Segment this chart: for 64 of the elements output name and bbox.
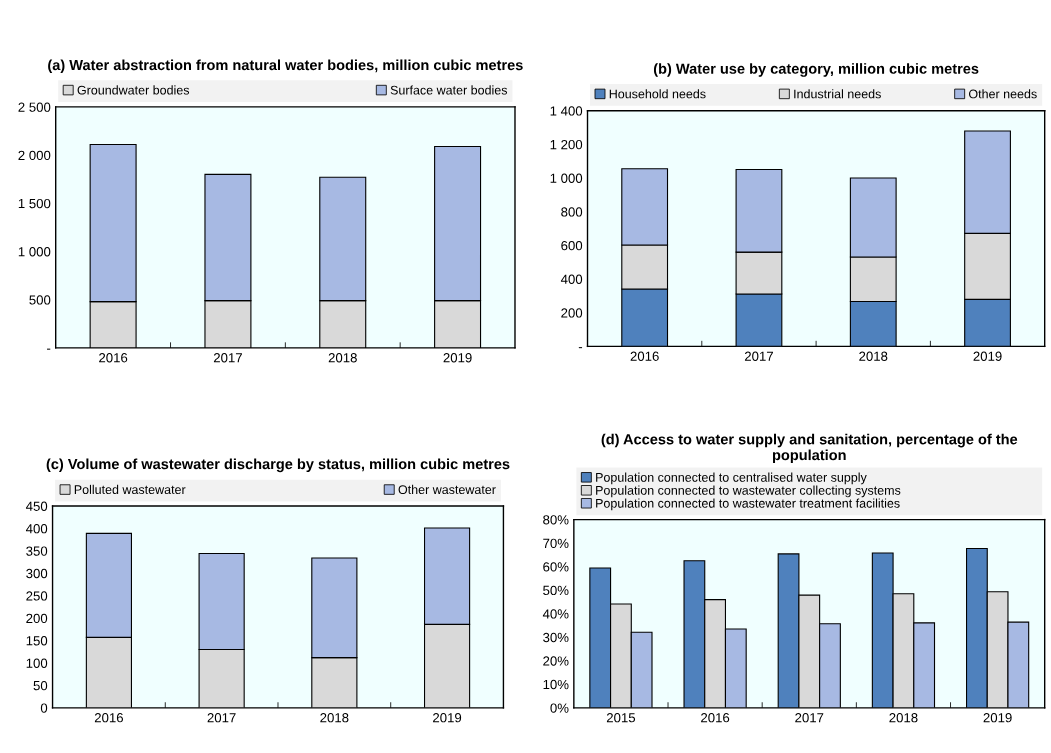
x-tick-label: 2017	[207, 713, 236, 723]
y-tick-label: 1 500	[18, 198, 51, 209]
y-tick-label: 10%	[543, 679, 569, 690]
x-tick-label: 2017	[744, 351, 773, 361]
y-tick-label: 450	[25, 501, 48, 511]
y-tick-label: 0%	[550, 703, 569, 713]
y-tick-label: 800	[561, 207, 583, 217]
y-tick-label: 100	[26, 658, 48, 668]
x-tick-label: 2019	[973, 351, 1002, 361]
x-tick-label: 2019	[443, 353, 472, 363]
y-tick-label: 50%	[543, 585, 569, 596]
x-tick-label: 2016	[94, 713, 124, 723]
chart-title: (d) Access to water supply and sanitation, percentage of the population	[601, 433, 1018, 464]
y-tick-label: 2 000	[18, 150, 51, 161]
y-tick-label: 80%	[543, 515, 569, 525]
legend-label: Other needs	[969, 89, 1037, 99]
x-tick-label: 2016	[99, 353, 128, 363]
y-tick-label: 400	[25, 524, 48, 534]
y-tick-label: 600	[561, 240, 583, 251]
y-tick-label: 1 200	[550, 139, 583, 150]
y-tick-label: 70%	[543, 538, 569, 549]
y-tick-label: 20%	[543, 656, 569, 666]
y-tick-label: 40%	[542, 609, 569, 619]
y-tick-label: 60%	[543, 562, 569, 572]
legend-label: Groundwater bodies	[77, 85, 190, 95]
y-tick-label: -	[47, 348, 51, 350]
x-tick-label: 2017	[213, 353, 242, 363]
legend-label: Polluted wastewater	[74, 484, 186, 495]
y-tick-label: 30%	[543, 632, 569, 643]
legend-label: Other wastewater	[398, 484, 496, 495]
x-tick-label: 2018	[328, 353, 357, 363]
legend-label: Industrial needs	[794, 89, 881, 99]
chart-title: (c) Volume of wastewater discharge by status, million cubic metres	[46, 458, 510, 473]
x-tick-label: 2016	[630, 351, 659, 361]
chart-title: (a) Water abstraction from natural water bodies, million cubic metres	[48, 59, 523, 74]
y-tick-label: 0	[40, 703, 48, 713]
x-tick-label: 2016	[701, 713, 730, 723]
legend-label: Population connected to wastewater collecting systems	[596, 485, 901, 498]
x-tick-label: 2018	[859, 351, 888, 361]
legend-label: Household needs	[609, 89, 706, 99]
y-tick-label: 500	[29, 295, 51, 305]
x-tick-label: 2017	[795, 713, 824, 723]
y-tick-label: 250	[26, 591, 48, 601]
x-tick-label: 2019	[983, 713, 1012, 723]
legend-label: Population connected to centralised water supply	[596, 472, 867, 485]
y-tick-label: 400	[560, 274, 583, 284]
y-tick-label: 200	[561, 308, 583, 318]
y-tick-label: 350	[26, 546, 48, 556]
chart-title: (b) Water use by category, million cubic metres	[653, 63, 979, 77]
x-tick-label: 2015	[606, 713, 636, 723]
y-tick-label: 200	[26, 613, 48, 624]
x-tick-label: 2019	[433, 713, 462, 723]
y-tick-label: 1 000	[550, 173, 583, 183]
y-tick-label: 150	[26, 636, 48, 646]
y-tick-label: 1 000	[18, 247, 51, 257]
legend-label: Population connected to wastewater treatment facilities	[596, 498, 900, 511]
x-tick-label: 2018	[320, 713, 349, 723]
y-tick-label: -	[578, 347, 583, 349]
y-tick-label: 300	[26, 568, 48, 579]
y-tick-label: 2 500	[18, 102, 51, 112]
y-tick-label: 1 400	[550, 106, 583, 116]
legend-label: Surface water bodies	[390, 85, 508, 95]
x-tick-label: 2018	[889, 713, 918, 723]
y-tick-label: 50	[33, 680, 48, 691]
